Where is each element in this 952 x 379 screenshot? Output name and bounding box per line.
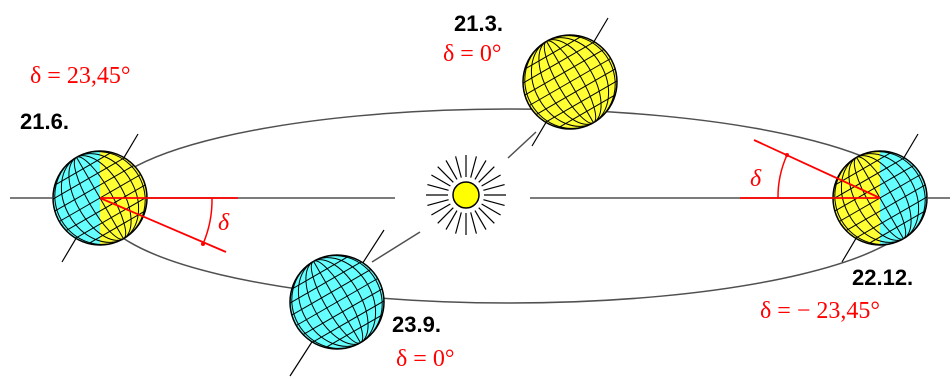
declination-autumn: δ = 0°	[396, 346, 454, 372]
earth-autumn	[289, 229, 385, 377]
declination-summer: δ = 23,45°	[30, 63, 130, 89]
declination-angle-summer: δ	[99, 197, 238, 253]
orbit-ellipse	[99, 108, 921, 304]
angle-symbol-winter: δ	[750, 166, 762, 192]
equinox-line	[371, 131, 537, 263]
declination-winter: δ = − 23,45°	[760, 298, 880, 324]
earth-spring	[522, 17, 618, 147]
declination-spring: δ = 0°	[443, 41, 501, 67]
date-winter: 22.12.	[852, 265, 913, 290]
date-spring: 21.3.	[454, 11, 503, 36]
sun-icon	[426, 155, 506, 235]
date-summer: 21.6.	[20, 109, 69, 134]
declination-angle-winter: δ	[740, 139, 881, 199]
angle-symbol-summer: δ	[218, 210, 230, 236]
date-autumn: 23.9.	[392, 312, 441, 337]
